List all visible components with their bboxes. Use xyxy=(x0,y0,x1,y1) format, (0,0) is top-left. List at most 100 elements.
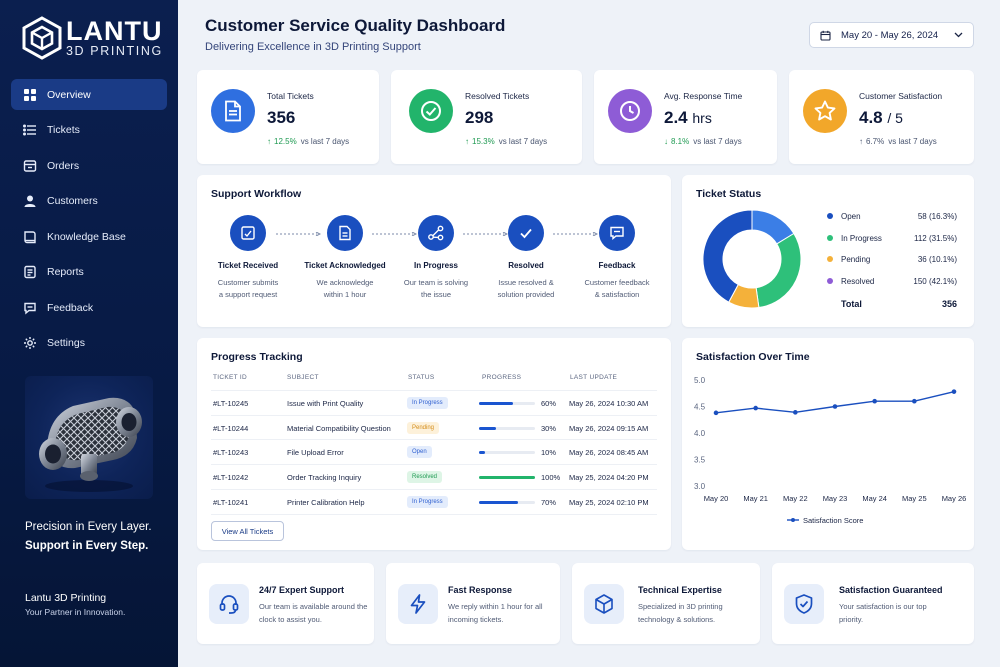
ticket-subject: Printer Calibration Help xyxy=(287,497,365,507)
table-row[interactable]: #LT-10244 Material Compatibility Question… xyxy=(211,414,657,440)
sidebar-item-orders[interactable]: Orders xyxy=(11,150,167,181)
arrow-up-icon: ↑ xyxy=(465,137,469,146)
ticket-subject: Issue with Print Quality xyxy=(287,399,364,408)
box-icon xyxy=(23,159,37,173)
grid-icon xyxy=(23,88,37,102)
book-icon xyxy=(23,230,37,244)
workflow-step-desc: We acknowledge within 1 hour xyxy=(316,278,374,299)
donut-slice-in-progress[interactable] xyxy=(755,232,802,309)
arrow-right-icon xyxy=(463,232,508,236)
sidebar-item-label: Customers xyxy=(47,195,98,207)
legend-label: Satisfaction Score xyxy=(803,516,863,525)
last-update: May 26, 2024 08:45 AM xyxy=(569,448,649,458)
x-tick-label: May 21 xyxy=(743,494,768,503)
feature-card-satisfaction-guaranteed: Satisfaction Guaranteed Your satisfactio… xyxy=(772,563,974,644)
sidebar-item-label: Knowledge Base xyxy=(47,230,126,243)
satisfaction-line-chart[interactable]: 5.0 4.5 4.0 3.5 3.0 May 20 May 21 May 22 May 23 M… xyxy=(682,338,974,550)
legend-dot xyxy=(827,213,833,219)
y-tick-label: 3.5 xyxy=(694,456,706,465)
workflow-step-resolved: Resolved Issue resolved & solution provid… xyxy=(478,215,574,301)
page-subtitle: Delivering Excellence in 3D Printing Sup… xyxy=(205,41,421,53)
file-icon xyxy=(327,215,363,251)
table-row[interactable]: #LT-10243 File Upload Error Open 10% May 26,… xyxy=(211,439,657,464)
sidebar: LANTU 3D PRINTING Overview Tickets Order… xyxy=(0,0,178,667)
kpi-card-resolved-tickets[interactable]: Resolved Tickets 298 ↑ 15.3% vs last 7 d… xyxy=(391,70,582,164)
legend-dot xyxy=(827,278,833,284)
check-circle-icon xyxy=(409,89,453,133)
table-row[interactable]: #LT-10242 Order Tracking Inquiry Resolved 1… xyxy=(211,464,657,489)
last-update: May 25, 2024 04:20 PM xyxy=(569,473,649,483)
date-range-picker[interactable]: May 20 - May 26, 2024 xyxy=(809,22,974,48)
kpi-change: ↓ 8.1% vs last 7 days xyxy=(664,137,742,146)
clock-icon xyxy=(608,89,652,133)
progress-value: 60% xyxy=(541,399,557,408)
workflow-step-name: Ticket Acknowledged xyxy=(304,261,386,270)
document-icon xyxy=(211,89,255,133)
logo-title: LANTU xyxy=(66,16,163,46)
legend-resolved[interactable]: Resolved 150 (42.1%) xyxy=(827,274,957,288)
donut-slice-resolved[interactable] xyxy=(702,209,753,303)
ticket-status-card: Ticket Status Open 58 (16.3%) In Progres… xyxy=(682,175,974,327)
feature-desc: Your satisfaction is our top priority. xyxy=(839,602,927,624)
table-row[interactable]: #LT-10245 Issue with Print Quality In Prog… xyxy=(211,390,657,415)
inbox-icon xyxy=(230,215,266,251)
date-range-value: May 20 - May 26, 2024 xyxy=(841,29,939,41)
legend-in-progress[interactable]: In Progress 112 (31.5%) xyxy=(827,231,957,245)
status-badge: In Progress xyxy=(407,397,448,409)
progress-value: 100% xyxy=(541,473,561,483)
sidebar-item-customers[interactable]: Customers xyxy=(11,186,167,217)
sidebar-item-tickets[interactable]: Tickets xyxy=(11,115,167,146)
sidebar-item-overview[interactable]: Overview xyxy=(11,79,167,110)
progress-bar-fill xyxy=(479,426,496,430)
legend-pending[interactable]: Pending 36 (10.1%) xyxy=(827,252,957,266)
progress-bar-fill xyxy=(479,500,519,504)
arrow-right-icon xyxy=(553,232,598,236)
last-update: May 25, 2024 02:10 PM xyxy=(569,497,649,507)
sidebar-item-reports[interactable]: Reports xyxy=(11,257,167,288)
kpi-card-total-tickets[interactable]: Total Tickets 356 ↑ 12.5% vs last 7 days xyxy=(197,70,379,164)
ticket-id[interactable]: #LT-10242 xyxy=(213,473,249,483)
kpi-card-avg-response-time[interactable]: Avg. Response Time 2.4 hrs ↓ 8.1% vs las… xyxy=(594,70,777,164)
data-point[interactable] xyxy=(872,398,877,404)
progress-bar xyxy=(479,476,535,480)
ticket-id[interactable]: #LT-10244 xyxy=(213,423,249,433)
status-badge: Resolved xyxy=(407,471,443,484)
column-header: STATUS xyxy=(408,374,435,381)
ticket-id[interactable]: #LT-10241 xyxy=(213,497,249,507)
data-point[interactable] xyxy=(713,410,719,416)
sidebar-item-feedback[interactable]: Feedback xyxy=(11,292,167,323)
kpi-change: ↑ 15.3% vs last 7 days xyxy=(465,137,548,146)
ticket-subject: Material Compatibility Question xyxy=(287,423,391,433)
cube-icon xyxy=(584,584,624,624)
table-row[interactable]: #LT-10241 Printer Calibration Help In Prog… xyxy=(211,488,657,514)
sidebar-item-knowledge-base[interactable]: Knowledge Base xyxy=(11,221,167,252)
data-point[interactable] xyxy=(753,405,758,411)
logo-icon xyxy=(22,16,62,60)
3d-print-image xyxy=(25,376,153,499)
kpi-card-customer-satisfaction[interactable]: Customer Satisfaction 4.8 / 5 ↑ 6.7% vs … xyxy=(789,70,974,164)
data-point[interactable] xyxy=(951,389,957,394)
user-icon xyxy=(23,194,37,208)
x-tick-label: May 22 xyxy=(783,494,808,503)
kpi-label: Resolved Tickets xyxy=(465,91,530,101)
arrow-up-icon: ↑ xyxy=(859,137,863,146)
lightning-icon xyxy=(398,584,438,624)
sidebar-item-settings[interactable]: Settings xyxy=(11,328,167,359)
list-icon xyxy=(23,123,37,137)
view-all-tickets-button[interactable]: View All Tickets xyxy=(211,521,284,541)
workflow-step-in-progress: In Progress Our team is solving the issue xyxy=(388,215,484,301)
ticket-status-donut[interactable] xyxy=(702,209,802,309)
feature-card-support: 24/7 Expert Support Our team is availabl… xyxy=(197,563,374,644)
workflow-step-desc: Customer feedback & satisfaction xyxy=(584,278,650,299)
data-point[interactable] xyxy=(832,404,838,409)
progress-bar-fill xyxy=(479,451,485,455)
column-header: PROGRESS xyxy=(482,374,522,381)
ticket-id[interactable]: #LT-10243 xyxy=(213,448,249,458)
legend-open[interactable]: Open 58 (16.3%) xyxy=(827,209,957,223)
table-divider xyxy=(211,513,657,515)
ticket-id[interactable]: #LT-10245 xyxy=(213,399,249,408)
logo[interactable]: LANTU 3D PRINTING xyxy=(22,16,163,60)
tagline-line-2: Support in Every Step. xyxy=(25,540,149,552)
data-point[interactable] xyxy=(793,410,798,415)
data-point[interactable] xyxy=(912,398,917,404)
